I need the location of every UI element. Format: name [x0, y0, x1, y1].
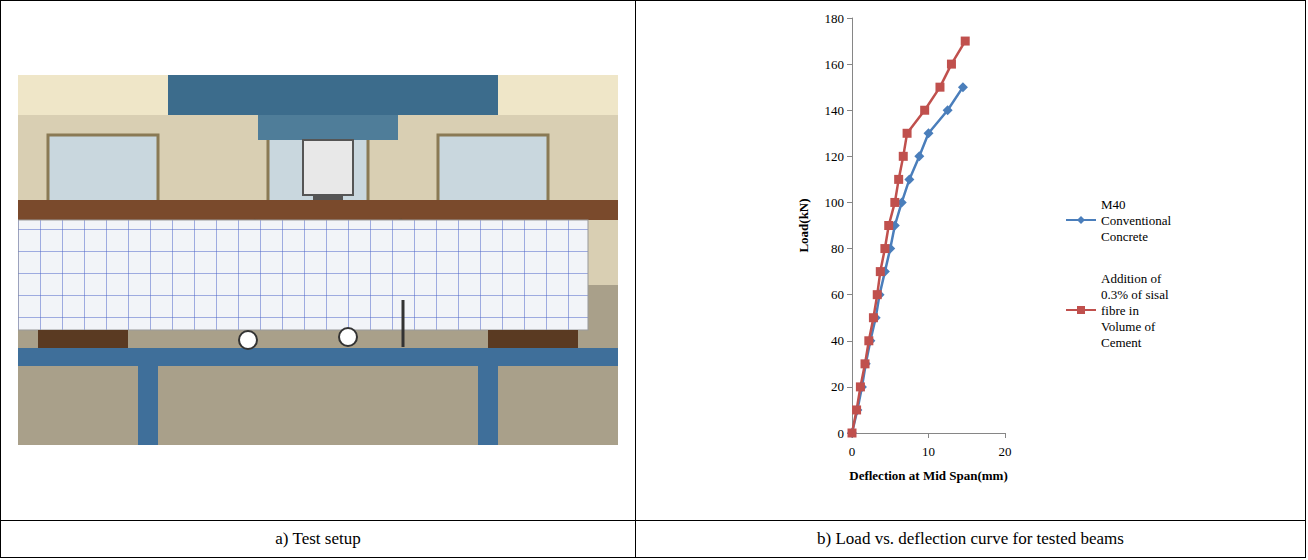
svg-text:10: 10 — [922, 444, 935, 459]
svg-text:0: 0 — [838, 426, 845, 441]
svg-text:40: 40 — [831, 333, 844, 348]
svg-text:Addition of: Addition of — [1101, 271, 1162, 286]
svg-text:80: 80 — [831, 241, 844, 256]
svg-text:140: 140 — [825, 103, 845, 118]
html-text:a) Test setup: a) Test setup — [275, 529, 361, 548]
svg-text:20: 20 — [831, 379, 844, 394]
svg-text:0: 0 — [849, 444, 856, 459]
svg-text:0.3% of sisal: 0.3% of sisal — [1101, 287, 1169, 302]
svg-text:160: 160 — [825, 57, 845, 72]
svg-text:M40: M40 — [1101, 197, 1126, 212]
svg-text:20: 20 — [999, 444, 1012, 459]
svg-text:Cement: Cement — [1101, 335, 1142, 350]
svg-text:Conventional: Conventional — [1101, 213, 1171, 228]
svg-text:Load(kN): Load(kN) — [796, 198, 811, 252]
svg-text:60: 60 — [831, 287, 844, 302]
svg-text:Deflection at Mid Span(mm): Deflection at Mid Span(mm) — [849, 468, 1008, 483]
svg-text:180: 180 — [825, 11, 845, 26]
svg-text:Concrete: Concrete — [1101, 229, 1148, 244]
html-text:b) Load vs. deflection curve f: b) Load vs. deflection curve for tested … — [817, 529, 1124, 548]
svg-text:Volume of: Volume of — [1101, 319, 1156, 334]
svg-text:100: 100 — [825, 195, 845, 210]
svg-text:fibre in: fibre in — [1101, 303, 1139, 318]
svg-text:120: 120 — [825, 149, 845, 164]
